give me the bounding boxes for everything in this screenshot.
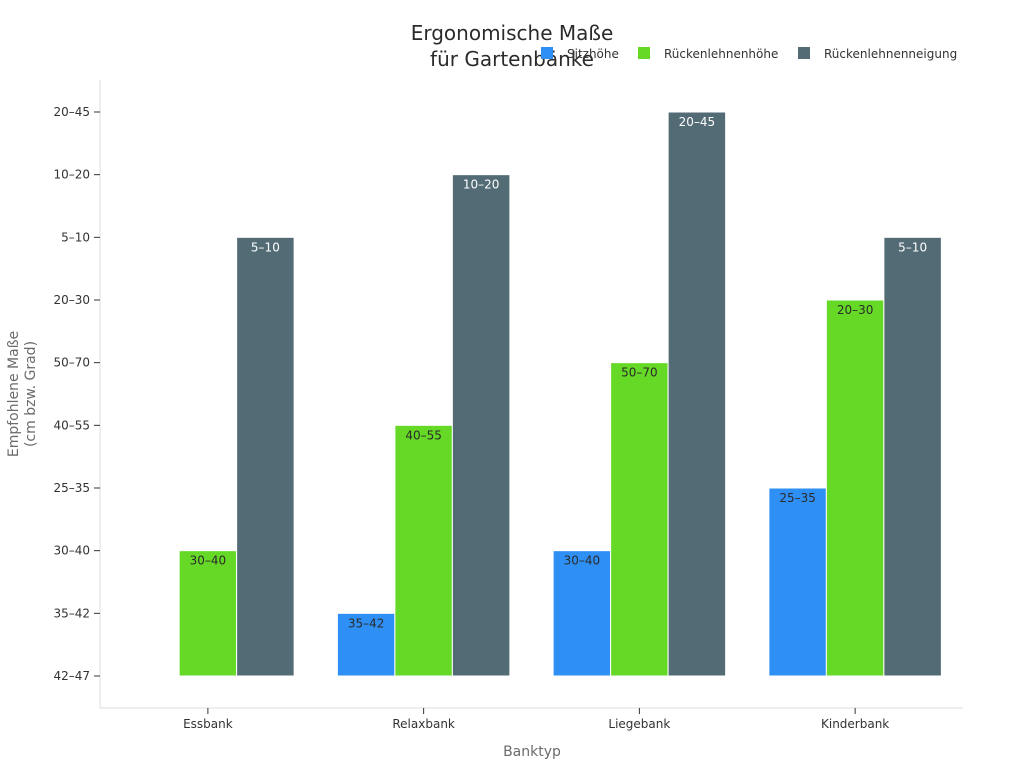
y-tick-label: 42–47: [53, 669, 90, 683]
bar-value-label: 40–55: [405, 428, 442, 442]
legend-label: Rückenlehnenneigung: [824, 47, 957, 61]
bar-value-label: 10–20: [463, 178, 500, 192]
legend-swatch: [798, 47, 810, 59]
bar: [768, 487, 827, 677]
y-tick-label: 20–30: [53, 293, 90, 307]
y-tick-label: 25–35: [53, 481, 90, 495]
bar-value-label: 30–40: [190, 554, 227, 568]
bar-value-label: 25–35: [779, 491, 816, 505]
x-tick-label: Liegebank: [608, 717, 670, 731]
y-axis-title-line-2: (cm bzw. Grad): [23, 341, 39, 447]
legend-label: Sitzhöhe: [567, 47, 619, 61]
bar: [336, 612, 396, 677]
y-tick-label: 20–45: [53, 105, 90, 119]
y-axis-title: Empfohlene Maße (cm bzw. Grad): [6, 331, 39, 457]
bars: 30–40 5–10 35–42 40–55 10–20 30–40 50–70 20–45 2…: [178, 111, 942, 677]
bar-value-label: 50–70: [621, 366, 658, 380]
bar-value-label: 20–30: [837, 303, 874, 317]
bar: [394, 424, 453, 677]
y-axis-title-line-1: Empfohlene Maße: [6, 331, 22, 457]
y-tick-label: 40–55: [53, 418, 90, 432]
chart-title-line-1: Ergonomische Maße: [411, 21, 614, 45]
bar-value-label: 35–42: [348, 616, 385, 630]
y-tick-label: 10–20: [53, 168, 90, 182]
chart-title-line-2: für Gartenbänke: [430, 47, 594, 71]
bar-value-label: 5–10: [251, 240, 280, 254]
y-tick-label: 30–40: [53, 544, 90, 558]
bar: [552, 550, 612, 677]
x-tick-label: Relaxbank: [392, 717, 455, 731]
bar: [667, 111, 727, 677]
bar-value-label: 20–45: [679, 115, 716, 129]
legend-swatch: [541, 47, 553, 59]
bar: [451, 174, 511, 677]
bar: [236, 236, 295, 677]
bar: [610, 362, 669, 677]
legend-label: Rückenlehnenhöhe: [664, 47, 778, 61]
bar: [178, 550, 238, 677]
x-axis-title: Banktyp: [503, 744, 561, 760]
x-ticks: Essbank Relaxbank Liegebank Kinderbank: [183, 708, 889, 731]
y-tick-label: 35–42: [53, 606, 90, 620]
axes: [99, 80, 963, 709]
x-tick-label: Kinderbank: [821, 717, 889, 731]
y-tick-label: 50–70: [53, 356, 90, 370]
y-tick-label: 5–10: [61, 230, 90, 244]
bar: [825, 299, 885, 677]
bar-value-label: 5–10: [898, 240, 927, 254]
bar-value-label: 30–40: [564, 554, 601, 568]
x-tick-label: Essbank: [183, 717, 233, 731]
legend: Sitzhöhe Rückenlehnenhöhe Rückenlehnenneig…: [541, 47, 957, 61]
bar: [883, 236, 942, 677]
legend-swatch: [638, 47, 650, 59]
y-ticks: 42–47 35–42 30–40 25–35 40–55 50–70 20–30 5–10 1…: [53, 105, 100, 683]
